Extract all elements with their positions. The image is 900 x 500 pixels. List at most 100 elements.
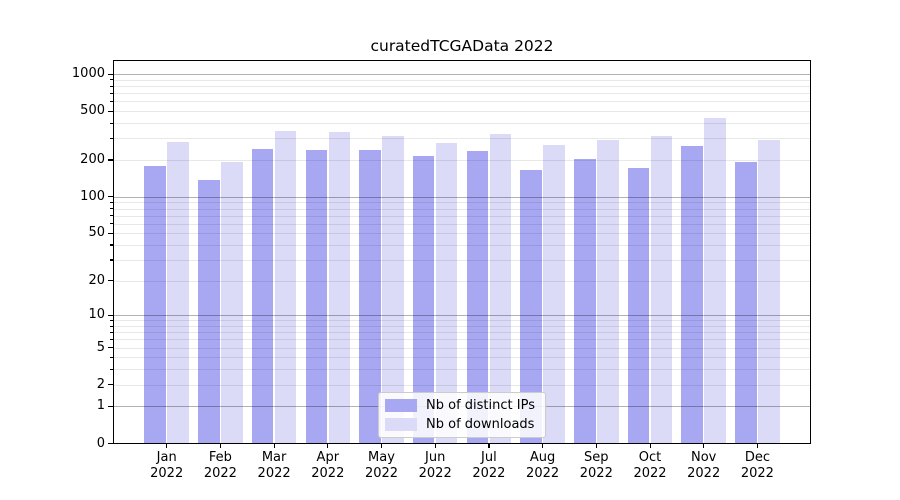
bar-distinct-ips-nov: [681, 146, 703, 444]
x-tick-label-nov: Nov 2022: [676, 450, 732, 482]
x-tick-mark-nov: [703, 444, 705, 448]
bar-downloads-may: [382, 136, 404, 444]
x-tick-mark-may: [381, 444, 383, 448]
y-minor-tick-mark-70: [110, 215, 113, 217]
x-tick-mark-aug: [542, 444, 544, 448]
y-tick-mark-1: [108, 405, 113, 408]
y-tick-mark-20: [108, 280, 113, 282]
legend-item-downloads: Nb of downloads: [385, 417, 535, 432]
y-tick-label-2: 2: [96, 376, 105, 392]
bar-downloads-sep: [597, 140, 619, 444]
x-tick-month: May: [368, 450, 395, 465]
x-tick-label-may: May 2022: [354, 450, 410, 482]
x-tick-month: Nov: [691, 450, 717, 465]
bar-distinct-ips-jan: [144, 165, 166, 444]
y-minor-tick-mark-7: [110, 331, 113, 334]
bar-distinct-ips-aug: [520, 169, 542, 444]
x-tick-year: 2022: [364, 466, 399, 481]
y-tick-label-1: 1: [96, 398, 105, 414]
y-tick-label-5: 5: [96, 339, 105, 355]
x-tick-month: Feb: [208, 450, 232, 465]
x-tick-mark-dec: [756, 444, 759, 448]
y-minor-tick-mark-300: [110, 137, 113, 140]
y-minor-tick-mark-700: [110, 92, 113, 94]
bars-layer: [114, 61, 810, 444]
chart-title: curatedTCGAData 2022: [370, 37, 554, 55]
y-minor-tick-mark-90: [110, 201, 113, 204]
x-tick-month: Mar: [261, 450, 287, 465]
y-tick-mark-100: [108, 196, 113, 198]
legend-label-distinct-ips: Nb of distinct IPs: [426, 398, 535, 413]
bar-downloads-apr: [328, 132, 351, 444]
y-minor-tick-mark-30: [110, 259, 113, 261]
x-tick-mark-feb: [219, 444, 222, 448]
x-tick-label-jan: Jan 2022: [139, 450, 195, 482]
bar-distinct-ips-jun: [412, 155, 435, 444]
bar-distinct-ips-mar: [251, 148, 274, 444]
x-tick-mark-sep: [595, 444, 597, 448]
x-tick-month: Jul: [481, 450, 497, 465]
x-tick-year: 2022: [740, 466, 774, 481]
legend-label-downloads: Nb of downloads: [426, 417, 535, 432]
y-minor-tick-mark-6: [110, 338, 113, 341]
bar-downloads-jan: [167, 142, 189, 444]
y-tick-mark-2: [108, 384, 113, 386]
x-tick-label-aug: Aug 2022: [515, 450, 571, 482]
bar-distinct-ips-jul: [466, 150, 489, 444]
plot-area: Nb of distinct IPs Nb of downloads: [113, 60, 811, 444]
bar-distinct-ips-oct: [627, 167, 650, 444]
y-tick-mark-500: [108, 110, 113, 112]
bar-downloads-oct: [650, 136, 673, 444]
x-tick-label-apr: Apr 2022: [300, 450, 356, 482]
x-tick-year: 2022: [418, 466, 452, 481]
x-tick-year: 2022: [472, 466, 506, 481]
x-tick-label-jul: Jul 2022: [461, 450, 517, 482]
x-tick-year: 2022: [257, 466, 291, 481]
y-tick-mark-0: [108, 443, 113, 445]
y-tick-mark-1000: [108, 73, 113, 75]
bar-distinct-ips-sep: [574, 158, 596, 444]
y-tick-mark-200: [108, 159, 113, 161]
x-tick-label-feb: Feb 2022: [192, 450, 248, 482]
bar-distinct-ips-apr: [305, 150, 328, 444]
y-minor-tick-mark-80: [110, 208, 113, 210]
y-tick-label-20: 20: [88, 272, 105, 288]
bar-downloads-nov: [704, 117, 726, 444]
x-tick-month: Oct: [638, 450, 662, 465]
y-tick-label-100: 100: [80, 188, 105, 204]
bar-downloads-dec: [758, 140, 780, 444]
x-tick-mark-apr: [327, 444, 329, 448]
x-tick-year: 2022: [687, 466, 721, 481]
bar-distinct-ips-dec: [735, 161, 757, 444]
y-minor-tick-mark-40: [110, 244, 113, 246]
y-minor-tick-mark-800: [110, 85, 113, 87]
x-tick-month: Sep: [584, 450, 609, 465]
x-tick-mark-jul: [488, 444, 490, 448]
x-tick-mark-oct: [649, 444, 651, 448]
x-tick-year: 2022: [579, 466, 613, 481]
x-tick-month: Apr: [316, 450, 340, 465]
x-tick-mark-jun: [434, 444, 436, 448]
y-tick-label-10: 10: [88, 307, 105, 323]
x-tick-label-sep: Sep 2022: [568, 450, 624, 482]
x-tick-label-oct: Oct 2022: [622, 450, 678, 482]
y-tick-label-50: 50: [88, 225, 105, 241]
x-tick-year: 2022: [633, 466, 667, 481]
y-minor-tick-mark-900: [110, 79, 113, 81]
y-tick-label-0: 0: [96, 435, 105, 451]
bar-downloads-aug: [543, 144, 565, 444]
legend: Nb of distinct IPs Nb of downloads: [378, 392, 546, 438]
y-tick-mark-10: [108, 314, 113, 316]
x-tick-label-dec: Dec 2022: [729, 450, 785, 482]
x-tick-month: Aug: [529, 450, 556, 465]
y-tick-mark-5: [108, 347, 113, 349]
x-tick-year: 2022: [526, 466, 560, 481]
y-minor-tick-mark-8: [110, 325, 113, 327]
x-tick-mark-mar: [273, 444, 275, 448]
x-tick-month: Jun: [425, 450, 446, 465]
y-tick-label-200: 200: [80, 151, 105, 167]
y-minor-tick-mark-3: [110, 368, 113, 371]
y-tick-label-500: 500: [80, 103, 105, 119]
bar-downloads-jun: [435, 142, 458, 444]
